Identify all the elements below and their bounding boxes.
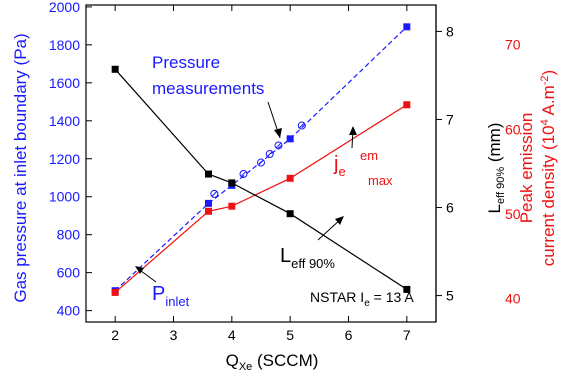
jmax-label-arrowhead bbox=[349, 126, 357, 135]
pinlet-label-arrowhead bbox=[135, 266, 144, 274]
measurement-point-slash bbox=[298, 122, 305, 129]
outer-right-axis-title-sup1: 4 bbox=[539, 119, 551, 125]
outer-right-axis-title-prefix: current density (10 bbox=[539, 125, 558, 266]
leff-point bbox=[205, 170, 212, 178]
measurement-point-slash bbox=[258, 159, 264, 166]
jmax-point bbox=[205, 207, 212, 215]
inner-right-axis: 5 6 7 8 bbox=[436, 23, 454, 304]
jmax-label-base: j bbox=[333, 153, 338, 175]
condition-label-prefix: NSTAR I bbox=[310, 289, 364, 305]
jmax-label-sup: em bbox=[360, 148, 378, 163]
x-axis-title-unit: (SCCM) bbox=[252, 351, 318, 370]
condition-label-sub: e bbox=[364, 298, 370, 309]
leff-line bbox=[114, 68, 408, 290]
outer-right-tick-label: 70 bbox=[505, 37, 521, 53]
x-tick-label: 2 bbox=[111, 327, 119, 343]
x-axis-title-sub: Xe bbox=[239, 361, 252, 373]
measurement-point bbox=[274, 141, 283, 150]
pressure-label-line1: Pressure bbox=[152, 53, 220, 72]
leff-point bbox=[403, 285, 411, 293]
left-tick-label: 1800 bbox=[49, 37, 80, 53]
outer-right-tick-label: 60 bbox=[505, 121, 521, 137]
inner-right-tick-label: 8 bbox=[446, 23, 454, 39]
x-axis-title: QXe (SCCM) bbox=[226, 351, 319, 373]
leff-label: Leff 90% bbox=[280, 245, 335, 271]
inner-right-axis-title-unit: (mm) bbox=[485, 123, 504, 167]
jmax-point bbox=[403, 101, 411, 109]
measurement-point-slash bbox=[240, 171, 247, 177]
x-tick-label: 4 bbox=[228, 327, 236, 343]
pinlet-label-sub: inlet bbox=[165, 294, 189, 309]
left-tick-label: 600 bbox=[57, 265, 81, 281]
pressure-point bbox=[205, 199, 212, 207]
inner-right-tick-label: 7 bbox=[446, 111, 454, 127]
inner-right-axis-title: Leff 90% (mm) bbox=[485, 123, 507, 214]
leff-point bbox=[286, 210, 294, 218]
measurement-point-slash bbox=[275, 142, 282, 149]
left-axis: 400 600 800 1000 1200 1400 1600 1800 2000 bbox=[49, 0, 92, 319]
measurement-point bbox=[265, 150, 274, 159]
outer-right-axis-title-suffix: ) bbox=[539, 70, 558, 76]
outer-right-tick-label: 50 bbox=[505, 206, 521, 222]
measurement-point bbox=[210, 189, 219, 198]
pressure-point bbox=[403, 23, 411, 31]
outer-right-axis-title-line1: Peak emission bbox=[517, 113, 536, 224]
inner-right-tick-label: 6 bbox=[446, 200, 454, 216]
condition-label-suffix: = 13 A bbox=[370, 289, 415, 305]
left-tick-label: 800 bbox=[57, 227, 81, 243]
left-tick-label: 1000 bbox=[49, 189, 80, 205]
x-tick-label: 6 bbox=[345, 327, 353, 343]
measurement-point-slash bbox=[266, 151, 273, 157]
jmax-point bbox=[286, 174, 294, 182]
pressure-label-line2: measurements bbox=[152, 79, 264, 98]
measurement-point bbox=[257, 158, 265, 167]
jmax-label-sub-e: e bbox=[338, 164, 345, 179]
pressure-label-arrowhead bbox=[274, 128, 282, 138]
measurement-point bbox=[239, 169, 248, 178]
inner-right-axis-title-main: L bbox=[485, 204, 504, 213]
leff-point bbox=[111, 65, 119, 73]
leff-label-base: L bbox=[280, 245, 291, 267]
outer-right-axis-title-mid: A.m bbox=[539, 85, 558, 119]
x-axis: 2 3 4 5 6 7 bbox=[111, 5, 411, 343]
x-tick-label: 7 bbox=[403, 327, 411, 343]
jmax-label-sub-max: max bbox=[368, 173, 393, 188]
left-tick-label: 1600 bbox=[49, 75, 80, 91]
jmax-point bbox=[228, 202, 236, 210]
pinlet-label-base: P bbox=[152, 283, 165, 305]
left-tick-label: 1400 bbox=[49, 113, 80, 129]
jmax-point bbox=[111, 288, 119, 296]
x-axis-title-main: Q bbox=[226, 351, 239, 370]
measurement-point-slash bbox=[211, 191, 218, 197]
measurement-point bbox=[297, 121, 306, 130]
left-tick-label: 2000 bbox=[49, 0, 80, 15]
leff-label-sub: eff 90% bbox=[291, 256, 335, 271]
series-layer bbox=[111, 23, 411, 296]
pressure-point bbox=[286, 135, 294, 143]
inner-right-tick-label: 5 bbox=[446, 288, 454, 304]
condition-label: NSTAR Ie = 13 A bbox=[310, 289, 414, 309]
left-tick-label: 1200 bbox=[49, 151, 80, 167]
outer-right-axis-title-sup2: -2 bbox=[539, 75, 551, 85]
left-axis-title: Gas pressure at inlet boundary (Pa) bbox=[11, 33, 30, 302]
leff-point bbox=[228, 179, 236, 187]
outer-right-axis-title-line2: current density (104 A.m-2) bbox=[539, 70, 558, 266]
x-tick-label: 3 bbox=[170, 327, 178, 343]
left-tick-label: 400 bbox=[57, 303, 81, 319]
x-tick-label: 5 bbox=[286, 327, 294, 343]
outer-right-tick-label: 40 bbox=[505, 290, 521, 306]
pinlet-label: Pinlet bbox=[152, 283, 190, 309]
leff-label-arrowhead bbox=[335, 216, 344, 225]
jmax-label: je bbox=[333, 153, 346, 179]
outer-right-axis: 40 50 60 70 bbox=[505, 37, 521, 307]
inner-right-axis-title-sub: eff 90% bbox=[495, 167, 507, 204]
